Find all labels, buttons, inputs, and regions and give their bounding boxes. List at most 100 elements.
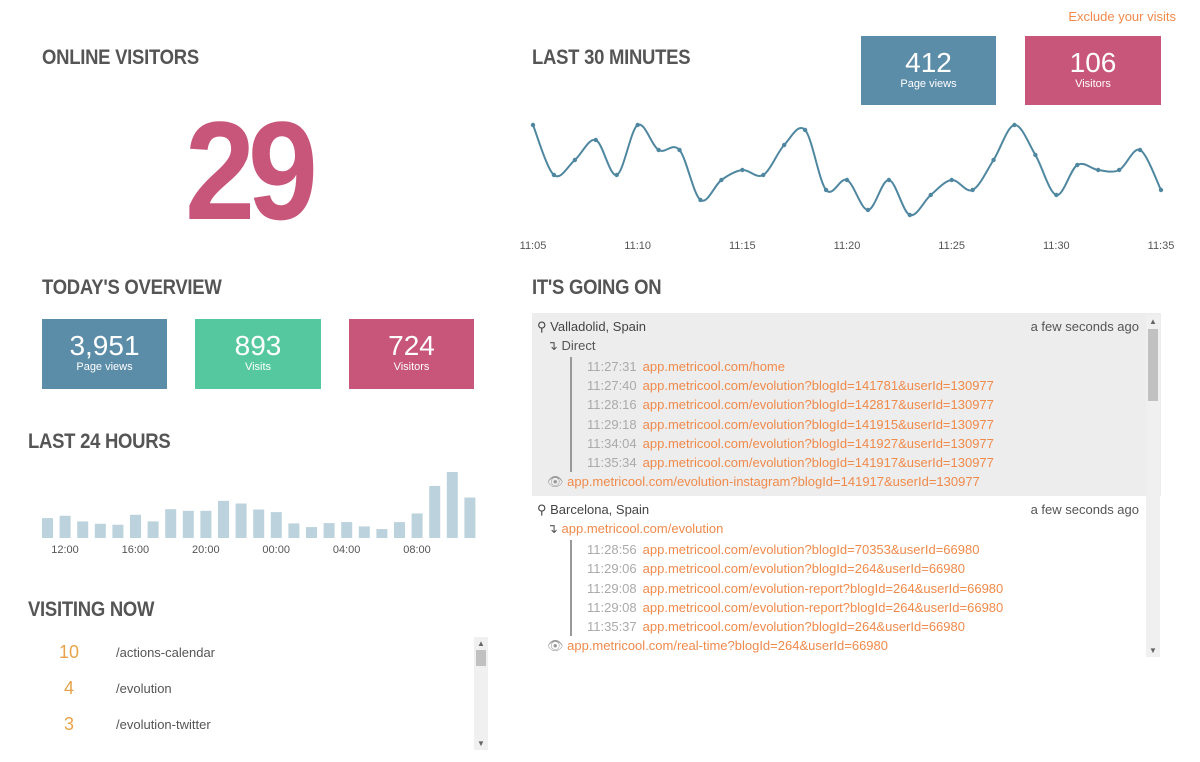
line-point: [698, 197, 703, 203]
page-visit: 11:28:56 app.metricool.com/evolution?blog…: [587, 540, 1141, 559]
current-page[interactable]: 👁 app.metricool.com/real-time?blogId=264…: [547, 636, 1141, 656]
today-visits-label: Visits: [244, 361, 272, 373]
page-visit: 11:29:18 app.metricool.com/evolution?blog…: [587, 415, 1141, 434]
bar: [341, 522, 353, 538]
visitors-value: 106: [1069, 47, 1117, 78]
referrer-text[interactable]: app.metricool.com/evolution: [561, 521, 724, 537]
visiting-row[interactable]: 3/evolution-twitter: [40, 714, 470, 735]
line-point: [593, 137, 598, 143]
line-point: [572, 157, 578, 163]
visit-location: ⚲ Barcelona, Spain: [537, 502, 1141, 518]
line-point: [677, 147, 682, 153]
bar: [429, 485, 441, 538]
line-tick-label: 11:30: [1042, 240, 1070, 252]
visiting-now-title: VISITING NOW: [28, 598, 155, 621]
bar: [270, 512, 282, 538]
page-visit: 11:35:37 app.metricool.com/evolution?blog…: [587, 617, 1141, 636]
page-time: 11:27:40: [587, 378, 637, 394]
visiting-row[interactable]: 10/actions-calendar: [40, 642, 470, 663]
page-path: /evolution-twitter: [116, 717, 211, 732]
page-url-link[interactable]: app.metricool.com/evolution?blogId=14281…: [642, 397, 994, 413]
bar: [200, 510, 212, 538]
bar: [42, 518, 53, 538]
page-path: /actions-calendar: [116, 645, 215, 660]
visiting-row[interactable]: 4/evolution: [40, 678, 470, 699]
page-url-link[interactable]: app.metricool.com/evolution?blogId=14192…: [642, 435, 994, 451]
scroll-thumb[interactable]: [1148, 329, 1158, 401]
last-24-hours-chart: [42, 472, 476, 538]
page-time: 11:29:18: [587, 416, 637, 432]
line-point: [1075, 162, 1080, 168]
scroll-down-icon[interactable]: ▼: [477, 739, 485, 748]
line-point: [1054, 192, 1059, 198]
feed-scrollbar[interactable]: ▲ ▼: [1146, 315, 1160, 657]
line-point: [1012, 122, 1017, 128]
scroll-thumb[interactable]: [476, 650, 486, 666]
line-point: [949, 177, 954, 183]
online-visitors-count: 29: [185, 92, 318, 249]
bar-tick-label: 00:00: [262, 544, 290, 556]
visitor-count: 10: [58, 642, 80, 662]
page-visit: 11:27:40 app.metricool.com/evolution?blog…: [587, 376, 1141, 395]
page-url-link[interactable]: app.metricool.com/evolution?blogId=14178…: [642, 378, 994, 394]
scroll-down-icon[interactable]: ▼: [1149, 646, 1157, 655]
today-visitors-label: Visitors: [393, 361, 430, 373]
current-page-link[interactable]: app.metricool.com/evolution-instagram?bl…: [567, 474, 980, 490]
today-page-views-value: 3,951: [69, 330, 140, 361]
current-page-link[interactable]: app.metricool.com/real-time?blogId=264&u…: [567, 638, 888, 654]
line-point: [740, 167, 745, 173]
current-page[interactable]: 👁 app.metricool.com/evolution-instagram?…: [547, 472, 1141, 492]
page-url-link[interactable]: app.metricool.com/evolution-report?blogI…: [642, 599, 1004, 615]
line-series: [532, 123, 1162, 217]
page-visit: 11:29:08 app.metricool.com/evolution-repo…: [587, 579, 1141, 598]
bar: [147, 521, 159, 538]
line-point: [614, 172, 619, 178]
page-url-link[interactable]: app.metricool.com/evolution?blogId=14191…: [642, 416, 994, 432]
page-url-link[interactable]: app.metricool.com/evolution?blogId=264&u…: [642, 619, 965, 635]
page-time: 11:28:16: [587, 397, 637, 413]
line-point: [1116, 167, 1122, 173]
visitor-count: 4: [63, 678, 74, 698]
page-visit: 11:27:31 app.metricool.com/home: [587, 357, 1141, 376]
line-point: [802, 127, 808, 133]
visit-referrer[interactable]: ↴ app.metricool.com/evolution: [547, 521, 1141, 537]
page-url-link[interactable]: app.metricool.com/evolution?blogId=264&u…: [642, 561, 965, 577]
its-going-on-title: IT'S GOING ON: [532, 276, 662, 299]
eye-icon: 👁: [547, 638, 568, 654]
activity-feed: ⚲ Valladolid, Spain a few seconds ago ↴ Di…: [532, 313, 1161, 658]
page-url-link[interactable]: app.metricool.com/evolution-report?blogI…: [642, 580, 1004, 596]
line-point: [823, 187, 829, 193]
online-visitors-title: ONLINE VISITORS: [42, 46, 199, 69]
page-url-link[interactable]: app.metricool.com/home: [642, 359, 785, 374]
visitors-30min-card: 106 Visitors: [1025, 36, 1161, 105]
bar: [235, 503, 247, 538]
line-point: [907, 212, 912, 218]
bar-tick-label: 16:00: [121, 544, 150, 556]
page-time: 11:35:37: [587, 619, 637, 635]
line-point: [1137, 147, 1143, 153]
map-marker-icon: ⚲: [537, 319, 551, 334]
line-point: [1158, 187, 1164, 193]
bar: [218, 500, 229, 538]
page-visit: 11:29:06 app.metricool.com/evolution?blog…: [587, 559, 1141, 578]
visit-time-ago: a few seconds ago: [1030, 319, 1139, 334]
line-point: [656, 147, 661, 153]
page-url-link[interactable]: app.metricool.com/evolution?blogId=14191…: [642, 455, 994, 471]
bar: [323, 523, 335, 538]
last-24-hours-title: LAST 24 HOURS: [28, 430, 171, 453]
line-tick-label: 11:05: [519, 240, 547, 252]
line-point: [782, 142, 787, 148]
bar: [358, 526, 370, 538]
page-time: 11:34:04: [587, 435, 637, 451]
visit-entry: ⚲ Barcelona, Spain a few seconds ago ↴ app…: [532, 496, 1161, 658]
page-visit: 11:34:04 app.metricool.com/evolution?blog…: [587, 434, 1141, 453]
exclude-visits-link[interactable]: Exclude your visits: [1068, 9, 1176, 24]
page-url-link[interactable]: app.metricool.com/evolution?blogId=70353…: [642, 542, 980, 558]
visiting-scrollbar[interactable]: ▲ ▼: [474, 637, 488, 750]
line-point: [761, 172, 766, 178]
scroll-up-icon[interactable]: ▲: [477, 639, 485, 648]
map-marker-icon: ⚲: [537, 502, 551, 518]
scroll-up-icon[interactable]: ▲: [1149, 317, 1157, 326]
visitor-count: 3: [63, 714, 74, 734]
line-point: [865, 207, 871, 213]
